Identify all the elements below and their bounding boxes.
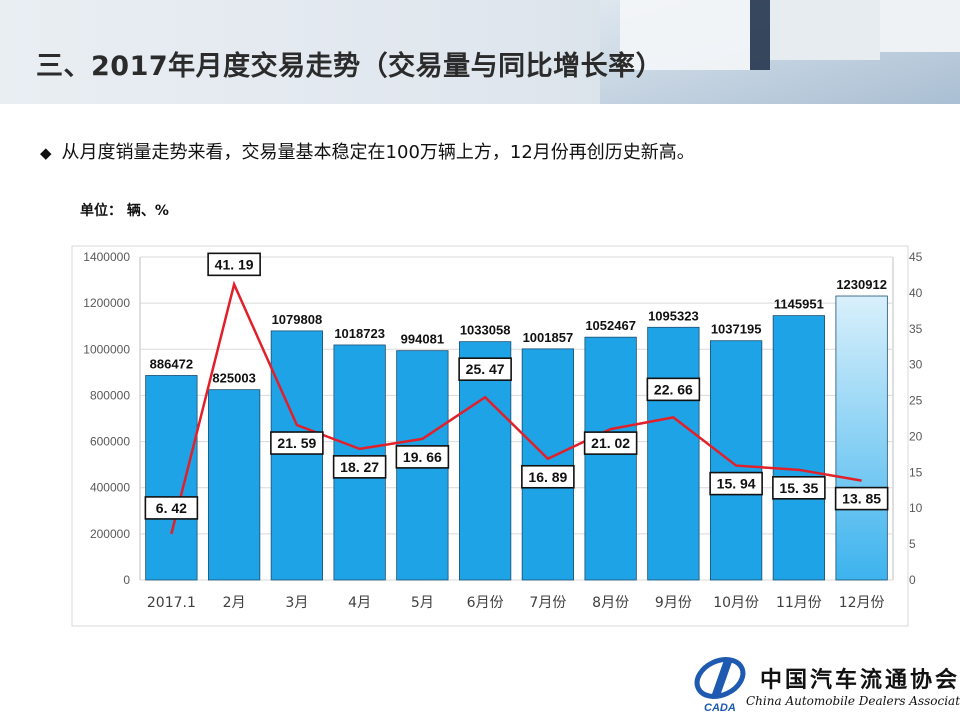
bar-value-label: 1052467 [585,318,636,333]
line-value-box [395,445,450,469]
bullet-text: 从月度销量走势来看，交易量基本稳定在100万辆上方，12月份再创历史新高。 [61,142,695,163]
bar-value-label: 1145951 [774,297,824,312]
right-tick-label: 25 [909,394,923,408]
line-value-label: 25. 47 [466,361,505,377]
bullet-point: ◆ 从月度销量走势来看，交易量基本稳定在100万辆上方，12月份再创历史新高。 [40,138,695,164]
bar-value-label: 994081 [401,332,444,347]
growth-rate-line [170,280,862,535]
bar-value-label: 1001857 [523,330,574,345]
bar [145,375,198,581]
line-value-label: 22. 66 [654,381,693,397]
line-value-label: 15. 94 [717,476,756,492]
line-value-box [583,431,638,455]
logo-text-cn: 中国汽车流通协会 [760,667,960,693]
category-label: 11月份 [776,595,822,611]
category-label: 9月份 [655,595,692,611]
line-value-label: 15. 35 [779,480,818,496]
left-tick-label: 200000 [90,527,130,541]
right-tick-label: 30 [909,358,923,372]
diamond-bullet-icon: ◆ [40,144,52,162]
right-tick-label: 10 [909,501,923,515]
right-tick-label: 45 [909,250,923,264]
line-value-label: 19. 66 [403,449,442,465]
bar-value-label: 1079808 [272,312,323,327]
right-tick-label: 15 [909,465,923,479]
bar [709,340,763,581]
cada-abbr: CADA [704,702,736,714]
category-label: 8月份 [592,595,629,611]
bar-value-label: 886472 [150,356,193,371]
chart-frame [71,245,909,627]
right-tick-label: 35 [909,322,923,336]
bar [521,348,575,581]
association-logo: CADA 中国汽车流通协会 China Automobile Dealers A… [690,652,960,714]
category-label: 10月份 [713,595,759,611]
line-value-box [144,496,199,520]
line-value-box [709,471,763,496]
line-value-box [458,357,512,381]
header-banner: 三、2017年月度交易走势（交易量与同比增长率） [0,0,960,104]
category-label: 6月份 [467,595,504,611]
bar-value-label: 825003 [212,371,255,386]
bar [772,315,826,581]
line-value-box [834,486,889,511]
line-value-box [521,464,575,489]
right-tick-label: 40 [909,286,923,300]
left-tick-label: 600000 [90,435,130,449]
left-tick-label: 1400000 [83,250,130,264]
line-value-box [207,252,261,277]
left-tick-label: 1200000 [83,296,130,310]
right-tick-label: 20 [909,429,923,443]
unit-label: 单位： 辆、% [80,203,169,219]
line-value-label: 18. 27 [340,459,379,475]
category-label: 4月 [348,595,371,611]
left-tick-label: 800000 [90,388,130,402]
line-value-label: 21. 59 [277,435,316,451]
cada-emblem-icon: CADA [694,657,746,714]
bar-value-label: 1230912 [836,277,887,292]
line-value-box [646,377,701,402]
category-label: 5月 [411,595,434,611]
header-decoration [600,0,960,104]
category-label: 3月 [285,595,308,611]
category-label: 2月 [223,595,246,611]
bar [647,326,700,581]
bar [270,330,324,581]
left-tick-label: 0 [123,573,130,587]
bar-value-label: 1018723 [334,326,385,341]
category-label: 7月份 [529,595,566,611]
bar [458,341,512,581]
line-value-label: 6. 42 [156,500,187,516]
bar-value-label: 1037195 [711,322,762,337]
right-tick-label: 5 [909,537,916,551]
line-value-label: 41. 19 [215,256,254,272]
bar [584,336,637,581]
line-value-label: 21. 02 [591,435,630,451]
line-value-box [772,476,826,500]
left-tick-label: 1000000 [83,342,130,356]
line-value-label: 16. 89 [528,469,567,485]
bar-value-label: 1095323 [648,308,699,323]
logo-text-en: China Automobile Dealers Association [746,694,960,708]
line-value-box [332,455,387,479]
right-tick-label: 0 [909,573,916,587]
bar [207,389,261,581]
category-label: 2017.1 [147,595,196,611]
line-value-box [270,431,324,455]
category-label: 12月份 [839,595,885,611]
left-tick-label: 400000 [90,481,130,495]
bar-value-label: 1033058 [460,323,511,338]
bar [835,295,888,581]
line-value-label: 13. 85 [842,491,881,507]
page-title: 三、2017年月度交易走势（交易量与同比增长率） [36,51,664,82]
